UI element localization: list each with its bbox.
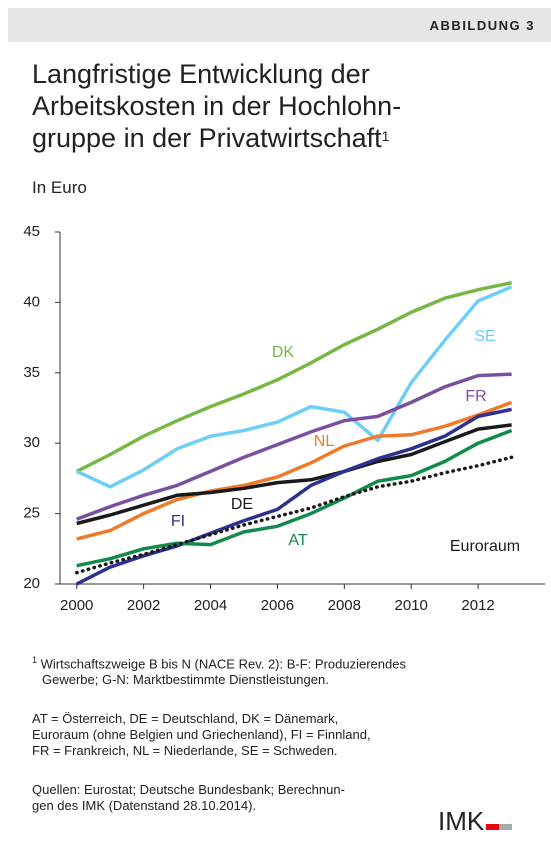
figure-label: ABBILDUNG 3 <box>429 18 535 33</box>
x-tick-label: 2012 <box>461 597 494 614</box>
series-label: NL <box>314 433 335 450</box>
series-line <box>75 407 512 586</box>
header-bar: ABBILDUNG 3 <box>8 8 551 42</box>
x-tick-label: 2006 <box>261 597 294 614</box>
series-line <box>76 428 513 568</box>
logo-bar <box>486 824 500 830</box>
logo: IMK <box>438 806 513 837</box>
chart: 20 25 30 35 40 45 2000 2002 2004 2006 2008 2010 2012… <box>23 223 545 614</box>
note-line: Euroraum (ohne Belgien und Griechenland)… <box>32 727 371 742</box>
footnote-ref: 1 <box>381 128 390 144</box>
series-line <box>75 280 512 473</box>
logo-bar <box>499 824 513 830</box>
note-line: Gewerbe; G-N: Marktbestimmte Dienstleist… <box>42 672 329 688</box>
y-tick-label: 35 <box>23 364 40 381</box>
note-line: AT = Österreich, DE = Deutschland, DK = … <box>32 711 339 726</box>
x-tick-label: 2010 <box>395 597 428 614</box>
series-line <box>76 400 513 541</box>
y-tick-label: 25 <box>23 505 40 522</box>
note-line: 1 Wirtschaftszweige B bis N (NACE Rev. 2… <box>32 652 406 672</box>
title-line-text: gruppe in der Privatwirtschaft <box>32 123 382 153</box>
series-label: SE <box>474 328 495 345</box>
chart-subtitle: In Euro <box>32 178 87 197</box>
series-label: DE <box>231 496 253 513</box>
title-line: gruppe in der Privatwirtschaft1 <box>32 122 401 154</box>
footnote-mark: 1 <box>32 655 38 665</box>
series-line <box>76 423 512 526</box>
note-line: Quellen: Eurostat; Deutsche Bundesbank; … <box>32 782 345 797</box>
footnote: 1 Wirtschaftszweige B bis N (NACE Rev. 2… <box>32 652 406 688</box>
x-tick-label: 2000 <box>60 597 93 614</box>
x-tick-label: 2008 <box>328 597 361 614</box>
series-label: FI <box>171 513 185 530</box>
series-label: DK <box>272 344 295 361</box>
note-text: Wirtschaftszweige B bis N (NACE Rev. 2):… <box>40 656 406 672</box>
series-label: FR <box>465 388 486 405</box>
note-line: FR = Frankreich, NL = Niederlande, SE = … <box>32 743 338 758</box>
chart-title: Langfristige Entwicklung der Arbeitskost… <box>32 58 401 154</box>
series-label: Euroraum <box>450 538 520 555</box>
logo-text: IMK <box>438 806 485 836</box>
note-line: gen des IMK (Datenstand 28.10.2014). <box>32 798 257 813</box>
title-line: Arbeitskosten in der Hochlohn- <box>32 91 402 121</box>
series-line <box>76 372 512 521</box>
series-label: AT <box>288 532 307 549</box>
abbreviations: AT = Österreich, DE = Deutschland, DK = … <box>32 711 371 759</box>
series-line <box>75 285 513 489</box>
y-tick-label: 20 <box>23 575 40 592</box>
y-tick-label: 30 <box>23 434 40 451</box>
title-line: Langfristige Entwicklung der <box>32 59 370 89</box>
y-tick-label: 40 <box>23 293 40 310</box>
x-tick-label: 2002 <box>127 597 160 614</box>
y-tick-label: 45 <box>23 223 40 240</box>
sources: Quellen: Eurostat; Deutsche Bundesbank; … <box>32 782 345 814</box>
x-tick-label: 2004 <box>194 597 227 614</box>
